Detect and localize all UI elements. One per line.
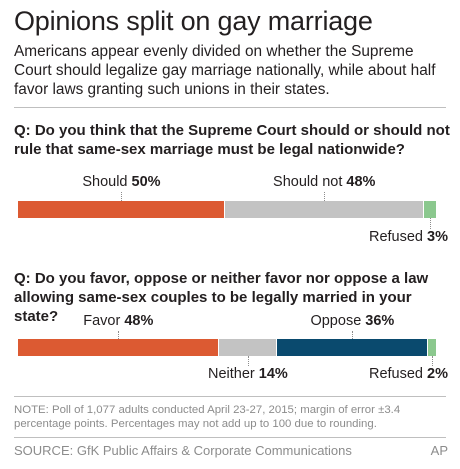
bar-favor: [18, 339, 218, 356]
label-leader-line: [352, 331, 353, 339]
bar-oppose: [277, 339, 427, 356]
label-value: 2%: [427, 366, 448, 382]
chart-subtitle: Americans appear evenly divided on wheth…: [14, 43, 436, 98]
data-label-oppose: Oppose 36%: [310, 313, 394, 329]
label-value: 48%: [124, 313, 154, 329]
divider: [14, 107, 446, 108]
bar-should-not: [224, 201, 423, 218]
question-1: Q: Do you think that the Supreme Court s…: [14, 122, 450, 158]
label-leader-line: [118, 331, 119, 339]
bar-refused: [427, 339, 436, 356]
label-value: 48%: [346, 174, 376, 190]
data-label-neither: Neither 14%: [208, 366, 288, 382]
label-value: 36%: [365, 313, 395, 329]
label-name: Neither: [207, 366, 259, 382]
source-line: SOURCE: GfK Public Affairs & Corporate C…: [14, 443, 352, 458]
footnote: NOTE: Poll of 1,077 adults conducted Apr…: [14, 404, 401, 430]
label-leader-line: [324, 192, 325, 201]
data-label-refused: Refused 3%: [369, 229, 448, 245]
bar-refused: [423, 201, 436, 218]
label-leader-line: [432, 356, 433, 366]
label-name: Should not: [273, 174, 347, 190]
label-name: Refused: [368, 229, 428, 245]
label-leader-line: [121, 192, 122, 201]
question-2: Q: Do you favor, oppose or neither favor…: [14, 270, 429, 325]
divider: [14, 437, 446, 438]
label-name: Favor: [83, 313, 125, 329]
label-name: Should: [82, 174, 132, 190]
data-label-favor: Favor 48%: [83, 313, 153, 329]
data-label-should-not: Should not 48%: [273, 174, 375, 190]
divider: [14, 396, 446, 397]
bar-should: [18, 201, 224, 218]
label-name: Oppose: [310, 313, 366, 329]
label-name: Refused: [368, 366, 428, 382]
label-value: 50%: [131, 174, 161, 190]
label-leader-line: [248, 356, 249, 366]
label-value: 14%: [258, 366, 288, 382]
data-label-refused: Refused 2%: [369, 366, 448, 382]
bar-neither: [218, 339, 277, 356]
credit: AP: [430, 443, 448, 458]
chart-title: Opinions split on gay marriage: [14, 6, 373, 36]
data-label-should: Should 50%: [82, 174, 160, 190]
label-value: 3%: [427, 229, 448, 245]
label-leader-line: [430, 218, 431, 229]
